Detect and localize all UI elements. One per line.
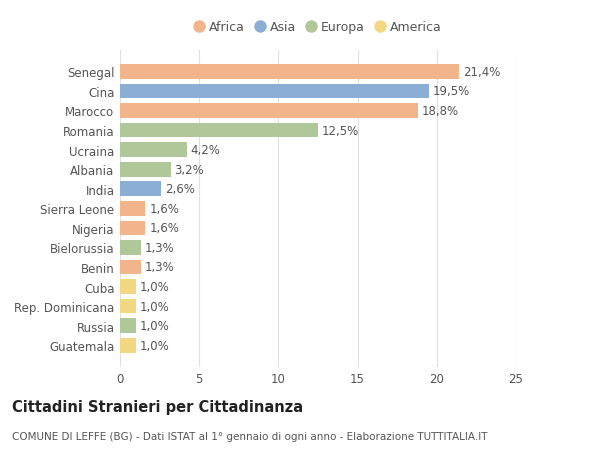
Text: COMUNE DI LEFFE (BG) - Dati ISTAT al 1° gennaio di ogni anno - Elaborazione TUTT: COMUNE DI LEFFE (BG) - Dati ISTAT al 1° … — [12, 431, 487, 442]
Text: 1,6%: 1,6% — [149, 222, 179, 235]
Bar — [120, 241, 140, 255]
Text: 19,5%: 19,5% — [433, 85, 470, 98]
Bar — [120, 162, 170, 177]
Text: Cittadini Stranieri per Cittadinanza: Cittadini Stranieri per Cittadinanza — [12, 399, 303, 414]
Bar — [120, 260, 140, 275]
Text: 1,0%: 1,0% — [140, 319, 170, 332]
Bar — [120, 143, 187, 157]
Bar — [120, 319, 136, 333]
Text: 3,2%: 3,2% — [175, 163, 205, 176]
Legend: Africa, Asia, Europa, America: Africa, Asia, Europa, America — [191, 19, 445, 37]
Bar — [120, 280, 136, 294]
Text: 1,3%: 1,3% — [145, 241, 175, 254]
Bar — [120, 221, 145, 235]
Bar — [120, 84, 429, 99]
Text: 4,2%: 4,2% — [190, 144, 220, 157]
Text: 1,0%: 1,0% — [140, 300, 170, 313]
Bar — [120, 65, 459, 79]
Bar — [120, 299, 136, 314]
Text: 1,3%: 1,3% — [145, 261, 175, 274]
Bar — [120, 182, 161, 196]
Bar — [120, 123, 318, 138]
Bar — [120, 338, 136, 353]
Text: 18,8%: 18,8% — [422, 105, 459, 118]
Text: 21,4%: 21,4% — [463, 66, 500, 78]
Bar — [120, 202, 145, 216]
Text: 2,6%: 2,6% — [165, 183, 195, 196]
Text: 12,5%: 12,5% — [322, 124, 359, 137]
Bar — [120, 104, 418, 118]
Text: 1,6%: 1,6% — [149, 202, 179, 215]
Text: 1,0%: 1,0% — [140, 280, 170, 293]
Text: 1,0%: 1,0% — [140, 339, 170, 352]
